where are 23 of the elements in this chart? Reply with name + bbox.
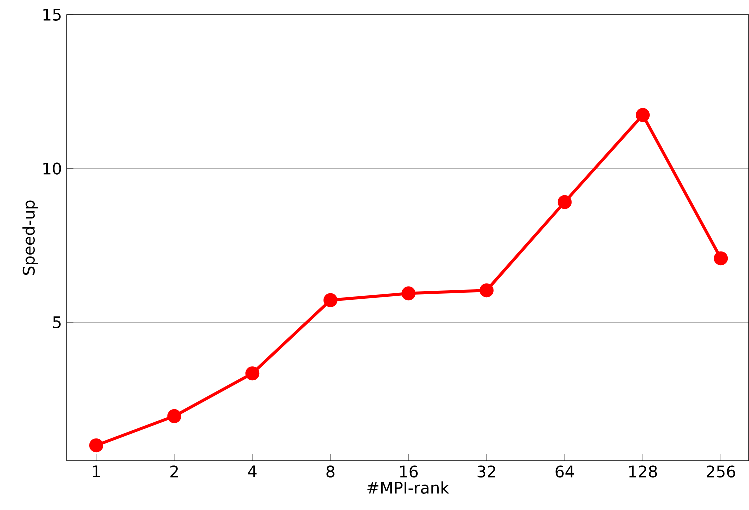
point <box>246 366 260 381</box>
y-tick-label: 15 <box>44 9 61 21</box>
point <box>558 195 572 210</box>
y-axis-title: Speed-up <box>22 200 38 276</box>
x-tick-label: 16 <box>400 466 418 478</box>
point <box>324 293 338 308</box>
x-tick-label: 32 <box>478 466 496 478</box>
x-tick-label: 4 <box>248 466 257 478</box>
point <box>89 438 104 453</box>
x-tick-label: 256 <box>706 466 736 478</box>
point <box>402 286 416 301</box>
x-axis-title: #MPI-rank <box>368 482 450 494</box>
x-tick-label: 8 <box>326 466 335 478</box>
x-tick-label: 64 <box>556 466 574 478</box>
point <box>480 284 494 298</box>
point <box>714 252 728 266</box>
point <box>168 409 182 424</box>
x-tick-label: 1 <box>93 466 100 478</box>
y-tick-label: 10 <box>44 162 62 175</box>
x-tick-label: 2 <box>170 466 178 478</box>
point <box>636 108 650 122</box>
x-tick-label: 128 <box>630 466 658 478</box>
y-tick-label: 5 <box>53 316 61 329</box>
